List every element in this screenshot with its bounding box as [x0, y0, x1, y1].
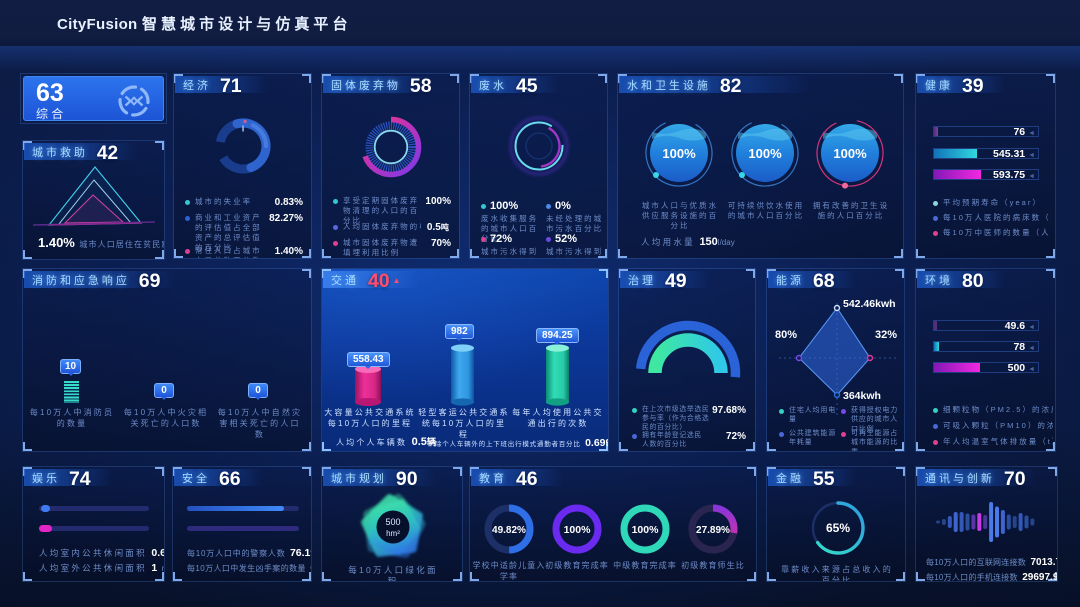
svg-text:49.82%: 49.82%: [492, 525, 526, 536]
svg-text:100%: 100%: [632, 524, 660, 536]
svg-text:27.89%: 27.89%: [696, 525, 730, 536]
svg-text:100%: 100%: [564, 524, 592, 536]
svg-text:hm²: hm²: [386, 529, 400, 538]
svg-text:500: 500: [385, 517, 400, 527]
svg-text:100%: 100%: [748, 146, 782, 161]
svg-text:65%: 65%: [826, 521, 850, 535]
svg-text:100%: 100%: [662, 146, 696, 161]
svg-text:100%: 100%: [833, 146, 867, 161]
